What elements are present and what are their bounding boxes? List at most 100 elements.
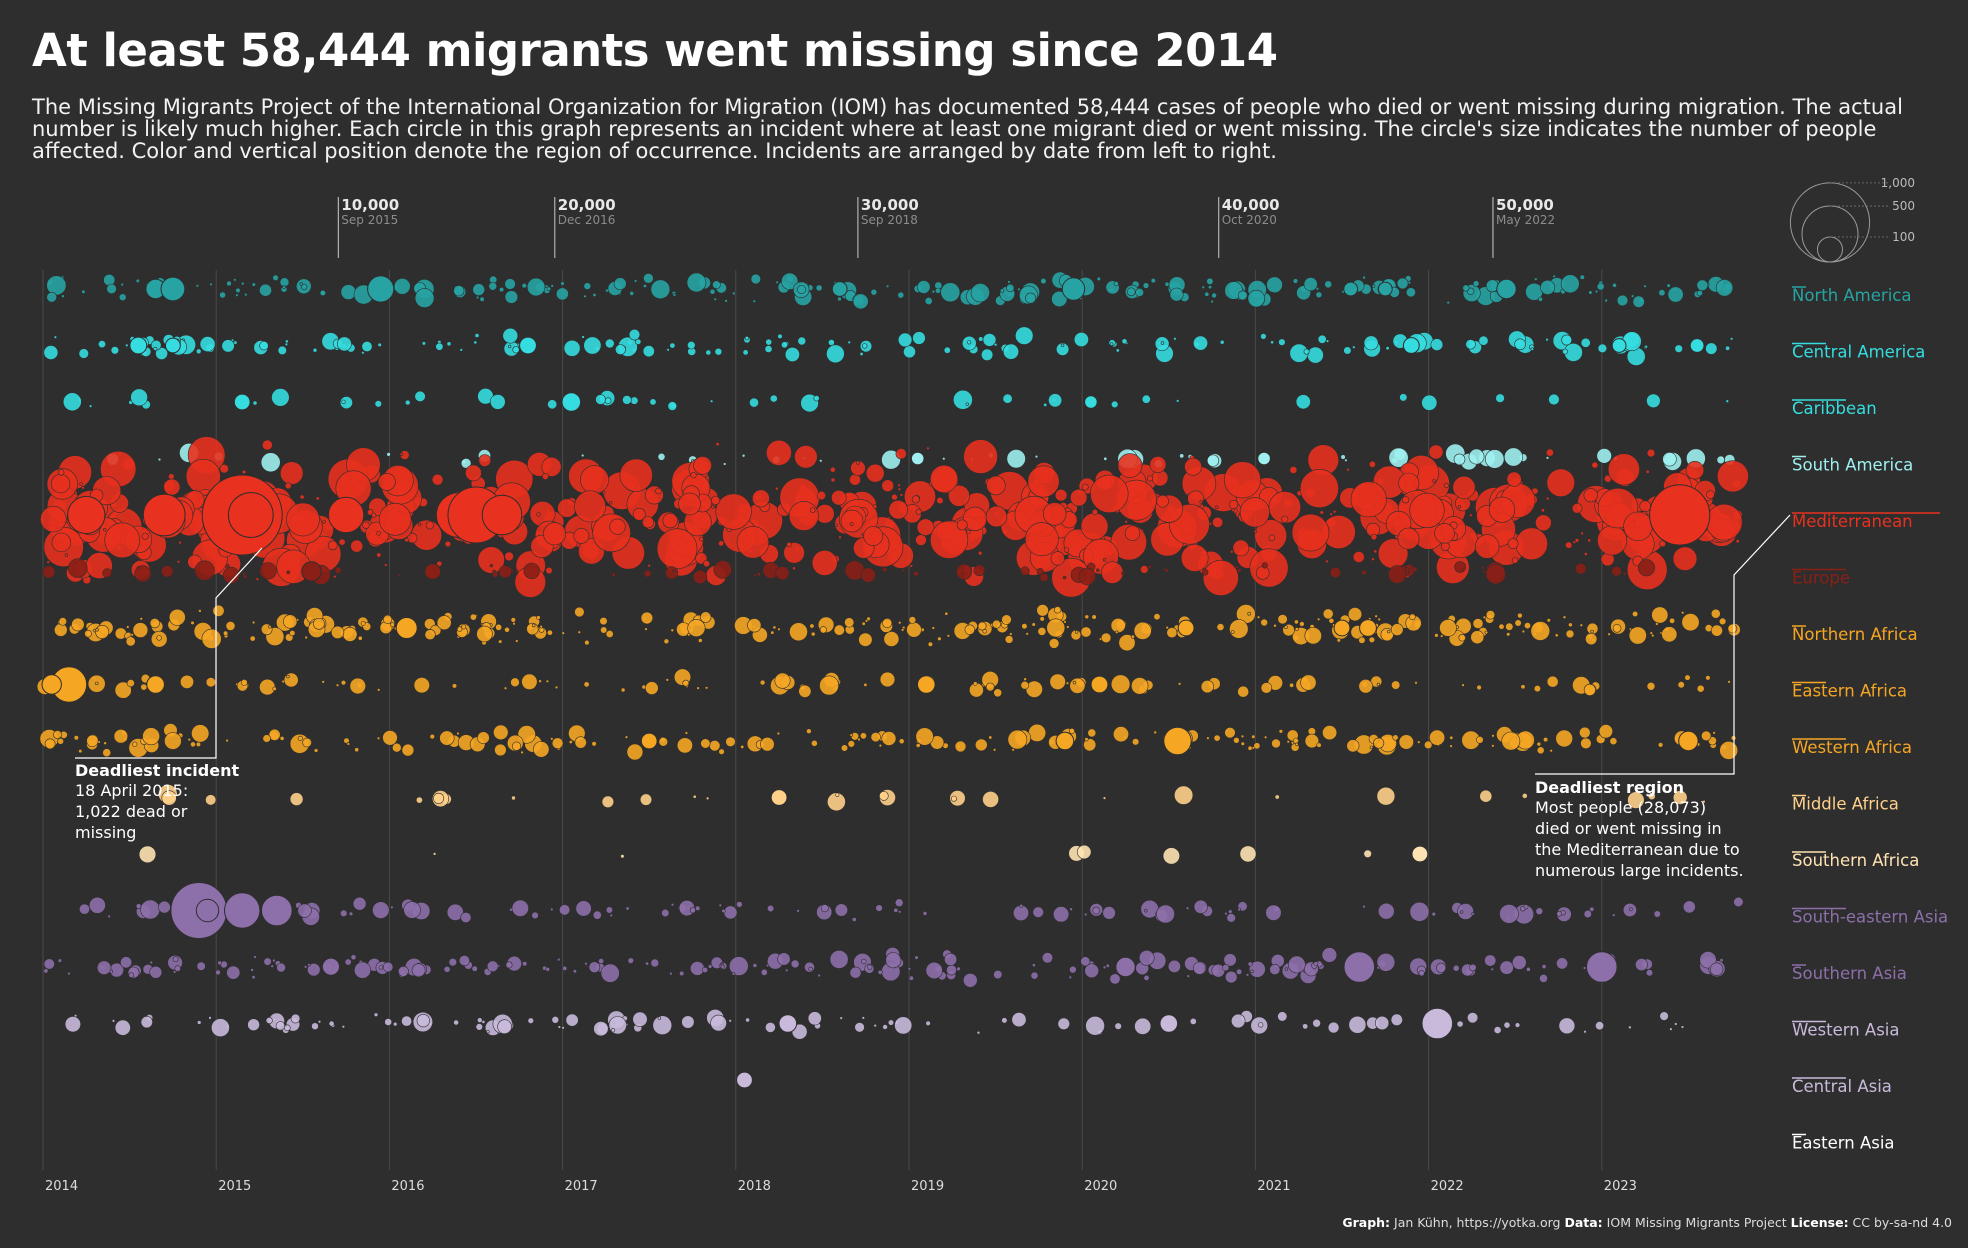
incident-circle [897, 332, 913, 348]
incident-circle [1591, 461, 1599, 469]
footer-license-label: License: [1790, 1215, 1849, 1230]
incident-circle [953, 389, 973, 410]
incident-circle [1607, 453, 1640, 486]
incident-circle-large [561, 392, 582, 412]
incident-circle [289, 629, 296, 637]
incident-circle [1164, 281, 1170, 287]
incident-circle [1069, 907, 1073, 912]
incident-circle [1597, 343, 1608, 354]
incident-circle [78, 748, 83, 754]
incident-circle [1074, 630, 1079, 634]
incident-circle [1612, 913, 1616, 917]
incident-circle [1224, 726, 1236, 739]
incident-circle [1292, 278, 1299, 284]
incident-circle [1493, 1026, 1502, 1034]
incident-circle-large [1411, 845, 1429, 863]
region-row: North America [46, 271, 1911, 310]
incident-circle [132, 622, 149, 638]
region-row: Northern Africa [53, 604, 1918, 652]
incident-circle [1102, 796, 1107, 800]
incident-circle [1258, 1022, 1264, 1028]
incident-circle [1729, 337, 1734, 341]
incident-circle [772, 625, 777, 630]
region-rows: North America Central America Caribbean Sou… [36, 271, 1948, 1153]
incident-circle [715, 442, 720, 447]
size-legend-label: 1,000 [1881, 176, 1915, 190]
incident-circle [421, 341, 427, 346]
incident-circle [629, 290, 635, 296]
incident-circle [1032, 906, 1044, 918]
incident-circle [511, 899, 529, 917]
incident-circle [563, 339, 581, 357]
incident-circle [1260, 682, 1273, 694]
incident-circle [624, 735, 629, 739]
incident-circle [1206, 277, 1214, 286]
incident-circle [259, 283, 272, 297]
x-tick-label: 2020 [1084, 1179, 1117, 1194]
region-label: Western Africa [1792, 738, 1912, 757]
incident-circle [1520, 684, 1526, 690]
incident-circle [574, 490, 607, 523]
incident-circle [669, 342, 676, 349]
incident-circle [1681, 613, 1700, 632]
incident-circle [416, 1013, 430, 1028]
incident-circle [849, 473, 861, 486]
incident-circle [1705, 675, 1711, 681]
incident-circle [974, 738, 988, 752]
incident-circle [742, 349, 749, 356]
incident-circle [271, 388, 290, 407]
incident-circle [1457, 505, 1462, 509]
incident-circle [1085, 1016, 1105, 1036]
incident-circle [340, 679, 347, 686]
incident-circle [732, 291, 736, 296]
incident-circle [1399, 393, 1408, 402]
incident-circle [710, 1014, 727, 1032]
incident-circle [908, 616, 917, 624]
incident-circle [1552, 274, 1556, 279]
incident-circle [1661, 626, 1678, 643]
incident-circle [1069, 488, 1088, 507]
footer-graph-label: Graph: [1342, 1215, 1391, 1230]
incident-circle [1472, 280, 1480, 287]
incident-circle [898, 738, 905, 745]
incident-circle [327, 540, 338, 551]
incident-circle [431, 473, 444, 486]
incident-circle [498, 639, 503, 644]
incident-circle [546, 286, 552, 292]
incident-circle [283, 614, 298, 629]
incident-circle [897, 291, 905, 299]
incident-circle [472, 283, 486, 296]
region-label: Eastern Africa [1792, 682, 1907, 701]
incident-circle [1377, 617, 1381, 622]
incident-circle [195, 741, 201, 748]
incident-circle [1546, 468, 1576, 497]
incident-circle [307, 962, 321, 977]
incident-circle [1370, 533, 1378, 541]
x-tick-label: 2021 [1257, 1179, 1290, 1194]
incident-circle [1028, 723, 1047, 742]
incident-circle [626, 743, 644, 761]
incident-circle [615, 344, 626, 355]
incident-circle [909, 564, 914, 568]
region-label: Central Asia [1792, 1077, 1892, 1096]
incident-circle [861, 958, 867, 965]
incident-circle [604, 338, 615, 349]
incident-circle [914, 955, 919, 960]
incident-circle [346, 742, 351, 746]
incident-circle [1286, 739, 1291, 744]
incident-circle [1230, 630, 1235, 634]
footer-license-value: CC by-sa-nd 4.0 [1852, 1215, 1952, 1230]
incident-circle [1371, 284, 1376, 288]
incident-circle [1373, 737, 1385, 749]
incident-circle [1465, 339, 1476, 350]
incident-circle [1277, 614, 1288, 625]
incident-circle [992, 619, 1001, 629]
incident-circle [299, 494, 305, 500]
incident-circle [1562, 348, 1568, 355]
incident-circle [575, 900, 592, 917]
incident-circle [1376, 966, 1380, 970]
incident-circle [1643, 284, 1647, 288]
incident-circle [1579, 726, 1591, 739]
incident-circle [374, 400, 382, 408]
incident-circle [120, 956, 133, 969]
